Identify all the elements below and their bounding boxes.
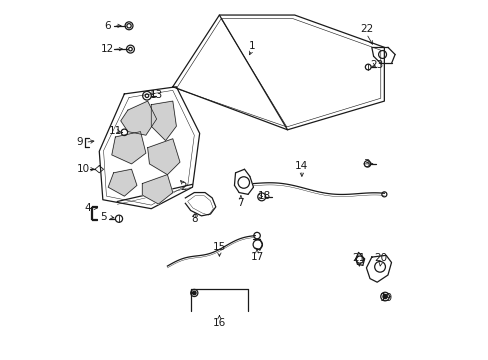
Text: 10: 10 — [77, 164, 89, 174]
Polygon shape — [108, 169, 137, 196]
Text: 7: 7 — [237, 198, 244, 208]
Polygon shape — [147, 139, 180, 175]
Text: 15: 15 — [212, 242, 225, 252]
Text: 13: 13 — [150, 90, 163, 100]
Polygon shape — [172, 15, 384, 130]
Text: 17: 17 — [250, 252, 263, 262]
Polygon shape — [121, 101, 156, 135]
Text: 20: 20 — [373, 253, 386, 263]
Circle shape — [382, 294, 386, 299]
Text: 9: 9 — [76, 138, 82, 147]
Polygon shape — [366, 255, 391, 282]
Circle shape — [128, 47, 132, 51]
Text: 8: 8 — [191, 215, 197, 224]
Text: 1: 1 — [248, 41, 254, 50]
Text: 4: 4 — [84, 203, 91, 213]
Text: 12: 12 — [101, 44, 114, 54]
Text: 18: 18 — [257, 191, 270, 201]
Text: 14: 14 — [295, 161, 308, 171]
Text: 3: 3 — [363, 159, 369, 169]
Circle shape — [192, 291, 196, 295]
Text: 11: 11 — [108, 126, 122, 135]
Text: 21: 21 — [352, 253, 365, 263]
Polygon shape — [112, 132, 145, 164]
Polygon shape — [99, 87, 199, 209]
Text: 2: 2 — [180, 182, 186, 192]
Text: 6: 6 — [104, 21, 111, 31]
Text: 22: 22 — [359, 24, 372, 34]
Text: 23: 23 — [370, 59, 383, 69]
Polygon shape — [142, 175, 172, 204]
Polygon shape — [151, 101, 176, 140]
Text: 5: 5 — [101, 212, 107, 221]
Text: 19: 19 — [379, 293, 392, 303]
Text: 16: 16 — [212, 319, 225, 328]
